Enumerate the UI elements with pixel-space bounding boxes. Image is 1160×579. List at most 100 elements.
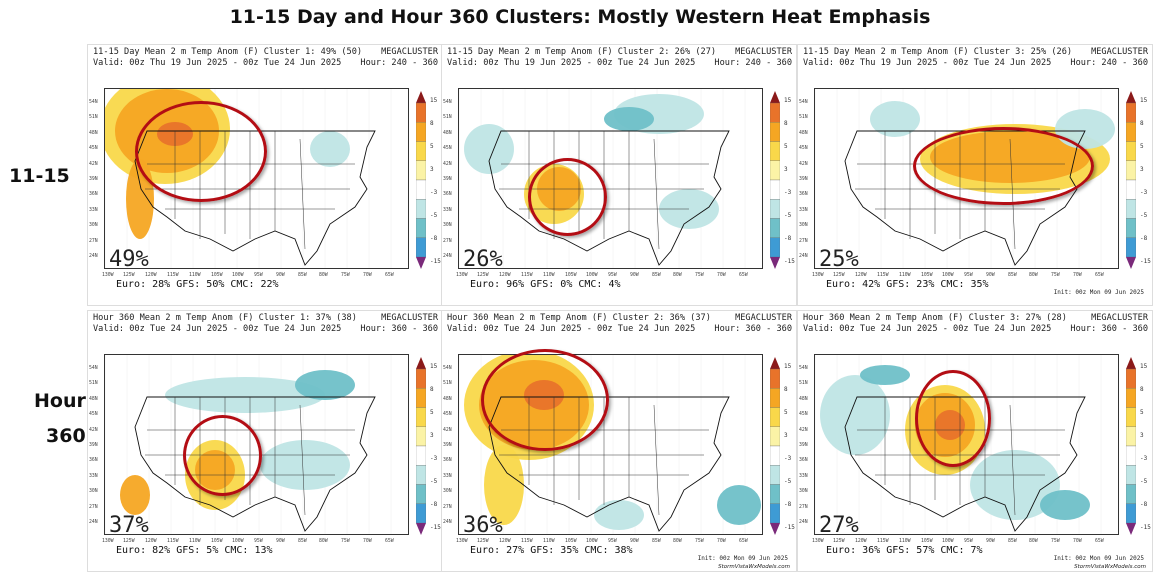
lon-label: 115W xyxy=(877,539,889,544)
row-label-11-15: 11-15 xyxy=(9,165,70,187)
anomaly-area xyxy=(310,131,350,167)
colorbar-segment xyxy=(416,160,426,181)
colorbar-tick: -8 xyxy=(430,501,438,508)
lon-label: 75W xyxy=(1051,539,1060,544)
lat-label: 36N xyxy=(799,192,808,197)
colorbar-tick: -5 xyxy=(1140,478,1148,485)
lat-label: 30N xyxy=(799,489,808,494)
colorbar-segment xyxy=(1126,503,1136,524)
lat-label: 39N xyxy=(443,443,452,448)
colorbar-tick: 3 xyxy=(430,166,434,173)
panel-header-megacluster: MEGACLUSTER xyxy=(735,313,792,323)
lon-label: 70W xyxy=(1073,273,1082,278)
lon-label: 85W xyxy=(298,273,307,278)
colorbar-tick: 5 xyxy=(784,409,788,416)
map-panel: 11-15 Day Mean 2 m Temp Anom (F) Cluster… xyxy=(441,44,797,306)
panel-header-title: Hour 360 Mean 2 m Temp Anom (F) Cluster … xyxy=(803,313,1067,323)
lon-label: 75W xyxy=(1051,273,1060,278)
lon-label: 105W xyxy=(565,539,577,544)
lon-label: 100W xyxy=(586,273,598,278)
model-breakdown: Euro: 27% GFS: 35% CMC: 38% xyxy=(470,545,633,556)
lat-label: 24N xyxy=(799,520,808,525)
colorbar-segment xyxy=(770,407,780,427)
lat-label: 48N xyxy=(89,131,98,136)
lon-label: 120W xyxy=(499,273,511,278)
panel-header-hours: Hour: 360 - 360 xyxy=(1070,324,1148,334)
lon-label: 80W xyxy=(1029,539,1038,544)
lon-label: 80W xyxy=(1029,273,1038,278)
row-label-360: 360 xyxy=(46,425,86,447)
anomaly-map: 26% xyxy=(458,88,763,269)
panel-header-megacluster: MEGACLUSTER xyxy=(1091,47,1148,57)
colorbar-svg xyxy=(770,357,780,535)
lat-label: 54N xyxy=(89,366,98,371)
lon-label: 130W xyxy=(102,539,114,544)
panel-header-valid: Valid: 00z Thu 19 Jun 2025 - 00z Tue 24 … xyxy=(93,58,342,68)
colorbar-segment xyxy=(770,160,780,181)
lat-label: 27N xyxy=(89,239,98,244)
lon-label: 95W xyxy=(964,539,973,544)
lat-label: 42N xyxy=(443,162,452,167)
lat-label: 51N xyxy=(799,381,808,386)
colorbar-segment xyxy=(770,218,780,238)
lon-label: 100W xyxy=(232,273,244,278)
colorbar-tick: 5 xyxy=(1140,143,1144,150)
panel-header-valid: Valid: 00z Tue 24 Jun 2025 - 00z Tue 24 … xyxy=(93,324,342,334)
panel-header-hours: Hour: 240 - 360 xyxy=(1070,58,1148,68)
colorbar-segment xyxy=(416,237,426,258)
panel-header-hours: Hour: 240 - 360 xyxy=(360,58,438,68)
anomaly-area xyxy=(820,375,890,455)
lat-label: 33N xyxy=(799,208,808,213)
colorbar-segment xyxy=(770,179,780,200)
init-time: Init: 00z Mon 09 Jun 2025 xyxy=(1053,289,1144,296)
lat-label: 51N xyxy=(89,115,98,120)
us-outline xyxy=(488,396,730,532)
colorbar-tick: -8 xyxy=(430,235,438,242)
colorbar-tick: 3 xyxy=(784,432,788,439)
colorbar-arrow-bottom xyxy=(770,257,780,269)
lon-label: 120W xyxy=(855,539,867,544)
lon-label: 125W xyxy=(123,273,135,278)
panel-header-megacluster: MEGACLUSTER xyxy=(1091,313,1148,323)
anomaly-area xyxy=(870,101,920,137)
colorbar-tick: -15 xyxy=(784,258,795,265)
init-time: Init: 00z Mon 09 Jun 2025 xyxy=(697,555,788,562)
cluster-percent: 49% xyxy=(109,247,149,269)
lat-label: 42N xyxy=(89,162,98,167)
colorbar-svg xyxy=(416,91,426,269)
lat-label: 24N xyxy=(89,520,98,525)
lon-label: 115W xyxy=(877,273,889,278)
panel-header-valid: Valid: 00z Tue 24 Jun 2025 - 00z Tue 24 … xyxy=(447,324,696,334)
lat-label: 36N xyxy=(89,458,98,463)
lon-label: 130W xyxy=(812,273,824,278)
lat-label: 39N xyxy=(89,443,98,448)
colorbar xyxy=(770,357,780,535)
colorbar-tick: 8 xyxy=(1140,120,1144,127)
colorbar-segment xyxy=(416,388,426,408)
us-outline xyxy=(134,130,376,266)
colorbar-segment xyxy=(1126,368,1136,389)
credit-text: StormVistaWxModels.com xyxy=(1074,564,1146,570)
lon-label: 80W xyxy=(319,273,328,278)
lon-label: 120W xyxy=(145,539,157,544)
colorbar-arrow-bottom xyxy=(1126,523,1136,535)
lat-label: 33N xyxy=(89,474,98,479)
lon-label: 80W xyxy=(319,539,328,544)
lon-label: 130W xyxy=(456,539,468,544)
lat-label: 24N xyxy=(443,254,452,259)
lat-label: 48N xyxy=(443,131,452,136)
lat-label: 45N xyxy=(89,146,98,151)
lon-label: 85W xyxy=(652,539,661,544)
lat-label: 54N xyxy=(799,100,808,105)
lon-label: 70W xyxy=(363,539,372,544)
panel-header-title: 11-15 Day Mean 2 m Temp Anom (F) Cluster… xyxy=(93,47,363,57)
colorbar-tick: 8 xyxy=(430,386,434,393)
colorbar xyxy=(416,91,426,269)
lat-label: 48N xyxy=(443,397,452,402)
anomaly-area xyxy=(260,440,350,490)
colorbar-segment xyxy=(416,102,426,123)
colorbar-segment xyxy=(1126,445,1136,466)
colorbar-segment xyxy=(770,445,780,466)
colorbar-tick: -15 xyxy=(1140,524,1151,531)
colorbar-segment xyxy=(1126,237,1136,258)
